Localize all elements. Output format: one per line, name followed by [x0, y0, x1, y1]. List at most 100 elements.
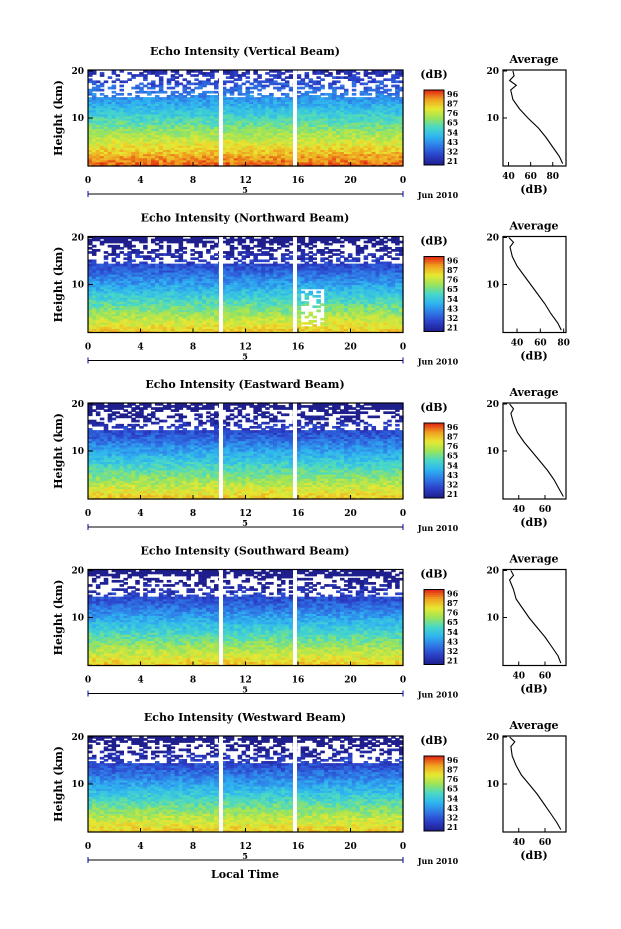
date-marker-label: 5 — [242, 685, 248, 695]
x-tick-label: 0 — [400, 842, 406, 852]
colorbar-label: 54 — [447, 627, 459, 637]
y-tick-label: 10 — [71, 780, 84, 790]
y-tick-label: 10 — [71, 447, 84, 457]
avg-y-tick-label: 10 — [486, 114, 499, 124]
y-tick-label: 20 — [71, 400, 84, 410]
x-tick-label: 20 — [344, 509, 357, 519]
colorbar-label: 76 — [447, 774, 459, 784]
colorbar-frame — [423, 89, 445, 166]
x-tick-label: 12 — [239, 842, 252, 852]
average-profile-line — [508, 570, 562, 664]
average-frame — [502, 735, 567, 833]
average-frame — [502, 568, 567, 667]
average-profile-line — [509, 736, 562, 830]
x-tick-label: 0 — [85, 509, 91, 519]
heatmap-cells — [88, 70, 404, 167]
panel-0: Echo Intensity (Vertical Beam) 0 4 8 12 16 20 0… — [52, 45, 567, 200]
x-tick-label: 4 — [137, 509, 143, 519]
colorbar-frame — [423, 256, 445, 332]
colorbar-label: 65 — [447, 451, 458, 461]
x-tick-label: 16 — [292, 176, 305, 186]
data-gap — [219, 736, 223, 832]
colorbar-label: 32 — [447, 812, 458, 822]
date-label: Jun 2010 — [417, 690, 459, 700]
x-tick-label: 16 — [292, 343, 305, 353]
panel-4: Echo Intensity (Westward Beam) 0 4 8 12 16 20 0… — [52, 711, 567, 866]
x-tick-label: 0 — [85, 842, 91, 852]
average-profile-line — [508, 70, 564, 164]
x-tick-label: 12 — [239, 343, 252, 353]
colorbar-label: 54 — [447, 294, 459, 304]
colorbar-label: 54 — [447, 127, 459, 137]
y-tick-label: 10 — [71, 281, 84, 291]
avg-y-tick-label: 10 — [486, 780, 499, 790]
panel-title: Echo Intensity (Northward Beam) — [141, 212, 350, 225]
colorbar-label: 21 — [447, 156, 458, 166]
panel-title: Echo Intensity (Eastward Beam) — [145, 378, 344, 391]
panel-title: Echo Intensity (Vertical Beam) — [150, 45, 340, 58]
average-title: Average — [508, 719, 558, 732]
x-tick-label: 16 — [292, 842, 305, 852]
colorbar-label: 43 — [447, 137, 459, 147]
date-marker-label: 5 — [242, 518, 248, 528]
y-tick-label: 20 — [71, 567, 84, 577]
colorbar-label: 32 — [447, 479, 458, 489]
colorbar-label: 43 — [447, 303, 459, 313]
average-title: Average — [508, 386, 558, 399]
average-profile-line — [508, 237, 562, 331]
avg-x-tick-label: 60 — [524, 172, 537, 182]
colorbar-label: 87 — [447, 432, 458, 442]
x-tick-label: 0 — [400, 509, 406, 519]
x-tick-label: 16 — [292, 509, 305, 519]
y-axis-label: Height (km) — [52, 80, 65, 156]
avg-x-tick-label: 40 — [512, 838, 525, 848]
x-tick-label: 20 — [344, 842, 357, 852]
avg-y-tick-label: 20 — [486, 567, 499, 577]
colorbar-title: (dB) — [420, 568, 447, 581]
data-gap — [293, 569, 297, 666]
colorbar-label: 43 — [447, 803, 459, 813]
x-axis-label: Local Time — [211, 868, 279, 881]
avg-x-tick-label: 80 — [557, 339, 570, 349]
colorbar-label: 21 — [447, 323, 458, 333]
avg-x-label: (dB) — [520, 683, 547, 696]
colorbar-label: 21 — [447, 822, 458, 832]
panel-1: Echo Intensity (Northward Beam) 0 4 8 12 16 20… — [52, 212, 570, 367]
colorbar-label: 43 — [447, 470, 459, 480]
x-tick-label: 4 — [137, 176, 143, 186]
y-tick-label: 20 — [71, 67, 84, 77]
x-tick-label: 0 — [85, 343, 91, 353]
avg-x-tick-label: 60 — [534, 339, 547, 349]
date-marker-label: 5 — [242, 851, 248, 861]
x-tick-label: 12 — [239, 176, 252, 186]
x-tick-label: 0 — [400, 176, 406, 186]
colorbar-label: 87 — [447, 99, 458, 109]
x-tick-label: 16 — [292, 676, 305, 686]
x-tick-label: 0 — [400, 343, 406, 353]
x-tick-label: 20 — [344, 343, 357, 353]
data-gap — [293, 236, 297, 333]
colorbar-label: 96 — [447, 256, 459, 266]
average-frame — [502, 235, 567, 334]
colorbar-label: 76 — [447, 441, 459, 451]
avg-x-tick-label: 40 — [511, 339, 524, 349]
date-label: Jun 2010 — [417, 357, 459, 367]
date-marker-label: 5 — [242, 352, 248, 362]
heatmap-cells — [88, 736, 404, 833]
colorbar-label: 96 — [447, 89, 459, 99]
colorbar-label: 96 — [447, 755, 459, 765]
panel-2: Echo Intensity (Eastward Beam) 0 4 8 12 16 20 0… — [52, 378, 567, 533]
average-title: Average — [508, 53, 558, 66]
avg-y-tick-label: 10 — [486, 447, 499, 457]
colorbar-title: (dB) — [420, 68, 447, 81]
colorbar-frame — [423, 422, 445, 499]
data-gap — [219, 236, 223, 333]
colorbar-title: (dB) — [420, 235, 447, 248]
x-tick-label: 20 — [344, 676, 357, 686]
colorbar-label: 43 — [447, 636, 459, 646]
colorbar-label: 76 — [447, 108, 459, 118]
y-axis-label: Height (km) — [52, 580, 65, 656]
data-gap — [219, 403, 223, 499]
avg-x-label: (dB) — [520, 183, 547, 196]
